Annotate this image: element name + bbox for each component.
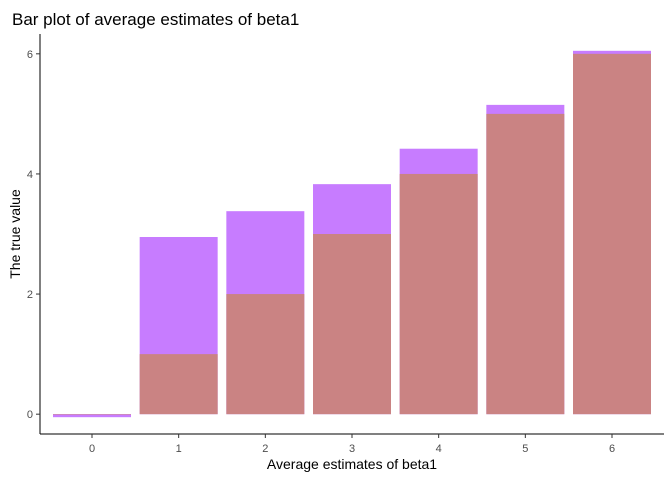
bars-layer bbox=[53, 50, 651, 418]
x-tick-label: 0 bbox=[89, 443, 95, 455]
bar-series2-6 bbox=[573, 53, 651, 415]
y-tick-label: 2 bbox=[27, 289, 33, 301]
y-axis-title: The true value bbox=[7, 189, 23, 279]
chart-title: Bar plot of average estimates of beta1 bbox=[12, 10, 299, 29]
x-tick-label: 5 bbox=[522, 443, 528, 455]
bar-series2-2 bbox=[226, 294, 305, 415]
y-tick-label: 4 bbox=[27, 169, 33, 181]
bar-series2-4 bbox=[399, 173, 478, 415]
x-tick-label: 6 bbox=[609, 443, 615, 455]
bar-series2-1 bbox=[139, 354, 218, 415]
y-tick-label: 0 bbox=[27, 409, 33, 421]
x-axis-title: Average estimates of beta1 bbox=[267, 456, 437, 472]
bar-series2-3 bbox=[313, 234, 391, 415]
x-tick-label: 3 bbox=[349, 443, 355, 455]
x-tick-label: 1 bbox=[176, 443, 182, 455]
x-axis-ticks: 0 1 2 3 4 5 6 bbox=[89, 434, 615, 455]
bar-series2-0 bbox=[53, 414, 131, 415]
x-tick-label: 4 bbox=[436, 443, 442, 455]
y-tick-label: 6 bbox=[27, 49, 33, 61]
bar-series2-5 bbox=[486, 113, 565, 415]
x-tick-label: 2 bbox=[262, 443, 268, 455]
bar-series1-0 bbox=[53, 414, 131, 418]
y-axis-ticks: 0 2 4 6 bbox=[27, 49, 40, 421]
